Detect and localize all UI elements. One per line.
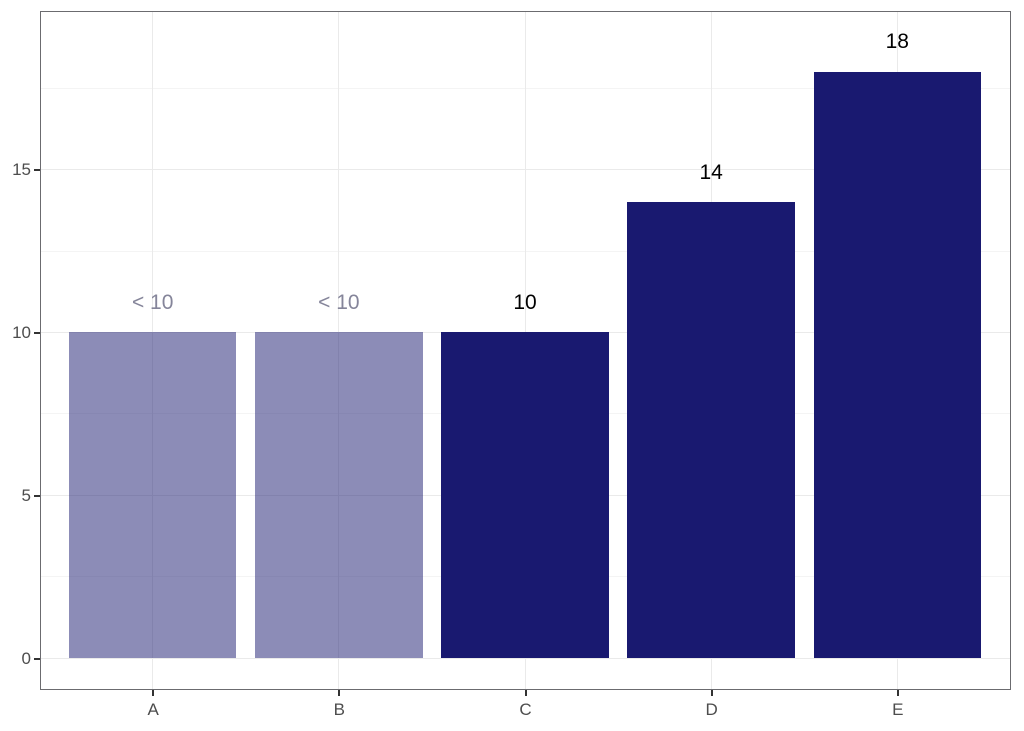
y-axis-tick-label: 5 xyxy=(21,485,31,505)
x-axis-tick-label-B: B xyxy=(333,700,346,719)
x-axis-tick-mark xyxy=(338,690,341,696)
bar-D xyxy=(627,202,795,659)
x-axis-tick-label-D: D xyxy=(705,700,718,719)
y-axis-tick-label: 10 xyxy=(12,322,31,342)
x-axis-tick-mark xyxy=(524,690,527,696)
y-axis-tick-label: 0 xyxy=(21,648,31,668)
x-axis-tick-label-E: E xyxy=(892,700,904,719)
bar-value-label-C: 10 xyxy=(513,290,537,314)
bar-suppressed-B xyxy=(255,332,423,659)
gridline-minor-horizontal xyxy=(41,87,1010,89)
bar-C xyxy=(441,332,609,659)
bar-value-label-B: < 10 xyxy=(318,290,360,314)
bar-suppressed-A xyxy=(68,332,237,659)
bar-value-label-A: < 10 xyxy=(131,290,174,314)
bar-value-label-E: 18 xyxy=(885,30,909,54)
y-axis-tick-label: 15 xyxy=(12,160,31,180)
bar-E xyxy=(813,71,982,659)
x-axis-tick-mark xyxy=(896,690,899,696)
gridline-minor-horizontal xyxy=(41,250,1010,252)
x-axis-tick-label-C: C xyxy=(519,700,532,719)
x-axis-tick-mark xyxy=(152,690,155,696)
x-axis-tick-mark xyxy=(710,690,713,696)
bar-value-label-D: 14 xyxy=(699,160,723,184)
gridline-major-horizontal xyxy=(41,657,1010,659)
y-axis-tick-mark xyxy=(34,494,40,497)
plot-panel: < 10 < 10 10 14 18 xyxy=(40,11,1011,690)
gridline-major-horizontal xyxy=(41,169,1010,171)
y-axis-tick-mark xyxy=(34,169,40,172)
x-axis-tick-label-A: A xyxy=(147,700,159,719)
y-axis-tick-mark xyxy=(34,331,40,334)
y-axis-tick-mark xyxy=(34,657,40,660)
